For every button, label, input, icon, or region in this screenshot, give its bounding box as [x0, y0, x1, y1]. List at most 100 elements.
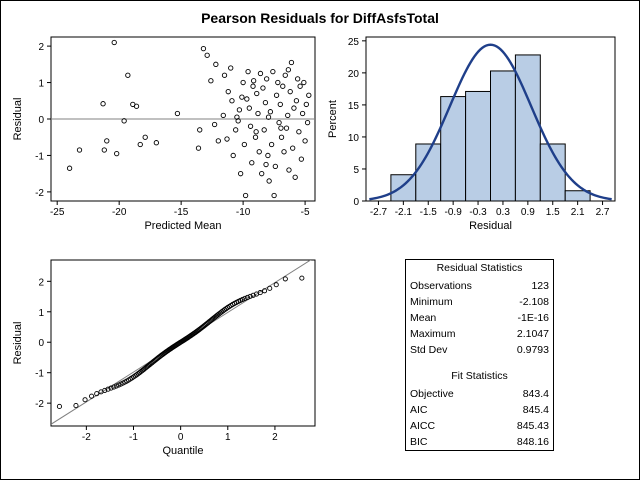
residual-stat-value: -2.108 — [519, 296, 549, 308]
scatter-point — [250, 83, 256, 89]
qq-point — [262, 288, 268, 294]
scatter-point — [288, 59, 295, 66]
scatter-point — [229, 98, 235, 104]
scatter-point — [228, 65, 234, 71]
scatter-point — [174, 110, 181, 117]
scatter-point — [293, 98, 300, 104]
y-tick-label: 5 — [353, 165, 359, 176]
x-tick-label: 1 — [225, 432, 231, 443]
residual-stat-row: Observations 123 — [406, 278, 553, 294]
residual-stat-row: Maximum 2.1047 — [406, 326, 553, 342]
residual-stat-row: Mean -1E-16 — [406, 310, 553, 326]
scatter-point — [278, 134, 285, 140]
fit-stat-row: AICC 845.43 — [406, 418, 553, 434]
qq-point — [108, 385, 114, 391]
scatter-point — [245, 68, 251, 75]
fit-stat-label: BIC — [410, 436, 428, 448]
fit-stat-value: 845.4 — [522, 404, 549, 416]
scatter-point — [204, 52, 210, 58]
scatter-point — [271, 192, 277, 199]
scatter-point — [247, 123, 254, 129]
scatter-point — [261, 127, 267, 133]
qq-point — [244, 294, 251, 300]
scatter-point — [111, 39, 117, 46]
qq-point — [102, 387, 108, 393]
x-axis-label: Predicted Mean — [144, 220, 221, 232]
scatter-point — [100, 101, 106, 107]
scatter-point — [246, 105, 252, 111]
scatter-point — [283, 125, 290, 131]
y-tick-label: 2 — [38, 277, 44, 288]
scatter-point — [104, 138, 110, 144]
scatter-point — [273, 92, 280, 98]
scatter-point — [294, 76, 301, 82]
scatter-point — [265, 114, 272, 120]
scatter-point — [230, 152, 236, 159]
residual-stat-label: Observations — [410, 280, 472, 292]
x-tick-label: -0.3 — [469, 207, 487, 218]
y-tick-label: 15 — [348, 101, 360, 112]
scatter-point — [262, 99, 269, 106]
x-tick-label: -1.5 — [420, 207, 438, 218]
y-axis-label: Percent — [327, 100, 339, 138]
y-tick-label: 1 — [38, 79, 44, 90]
residual-stat-value: 123 — [531, 280, 549, 292]
x-tick-label: -0.9 — [445, 207, 463, 218]
y-tick-label: -2 — [35, 188, 44, 199]
scatter-point — [302, 138, 308, 144]
scatter-point — [256, 149, 262, 155]
scatter-point — [121, 118, 127, 124]
x-tick-label: 0.3 — [496, 207, 510, 218]
fit-stat-label: Objective — [410, 388, 454, 400]
scatter-point — [291, 105, 297, 111]
qq-point — [240, 296, 246, 302]
scatter-point — [292, 174, 298, 180]
x-tick-label: -5 — [301, 207, 310, 218]
scatter-point — [237, 171, 244, 177]
qq-point — [299, 275, 305, 281]
scatter-point — [285, 67, 292, 73]
scatter-point — [220, 112, 226, 119]
fit-stat-label: AICC — [410, 420, 436, 432]
scatter-point — [278, 125, 284, 131]
scatter-point — [224, 136, 230, 142]
x-tick-label: -10 — [236, 207, 251, 218]
y-tick-label: 2 — [38, 42, 44, 53]
scatter-point — [235, 118, 241, 124]
x-tick-label: -1 — [129, 432, 138, 443]
qq-point — [82, 397, 88, 403]
scatter-point — [114, 150, 120, 157]
qq-point — [273, 282, 279, 288]
scatter-point — [298, 156, 305, 162]
histogram-bar — [465, 90, 492, 202]
y-tick-label: 1 — [38, 308, 44, 319]
scatter-point — [280, 83, 286, 89]
scatter-point — [282, 72, 288, 78]
scatter-point — [101, 147, 107, 153]
scatter-point — [265, 152, 271, 159]
scatter-point — [260, 85, 266, 91]
qq-point — [242, 295, 248, 301]
y-tick-label: -1 — [35, 369, 44, 380]
scatter-point — [281, 149, 287, 155]
qq-point — [267, 285, 273, 291]
scatter-point — [272, 163, 278, 170]
scatter-point — [239, 94, 245, 100]
residual-stat-label: Maximum — [410, 328, 456, 340]
scatter-point — [233, 127, 239, 133]
scatter-point — [270, 68, 276, 75]
scatter-point — [76, 147, 83, 153]
histogram-bar — [490, 70, 516, 202]
qq-point — [250, 292, 256, 298]
x-tick-label: -25 — [50, 207, 65, 218]
fit-stats-header: Fit Statistics — [451, 370, 508, 382]
scatter-point — [297, 83, 303, 89]
y-tick-label: 25 — [348, 37, 360, 48]
page-title: Pearson Residuals for DiffAsfsTotal — [201, 10, 439, 26]
residual-histogram-panel: -2.7 -2.1 -1.5 -0.9 -0.3 0.3 0.9 1.5 2.1 2.7 0 5 10 1… — [327, 36, 616, 232]
scatter-point — [276, 119, 282, 126]
normal-density-curve — [369, 43, 612, 201]
qq-point — [247, 293, 253, 299]
scatter-point — [286, 167, 292, 173]
